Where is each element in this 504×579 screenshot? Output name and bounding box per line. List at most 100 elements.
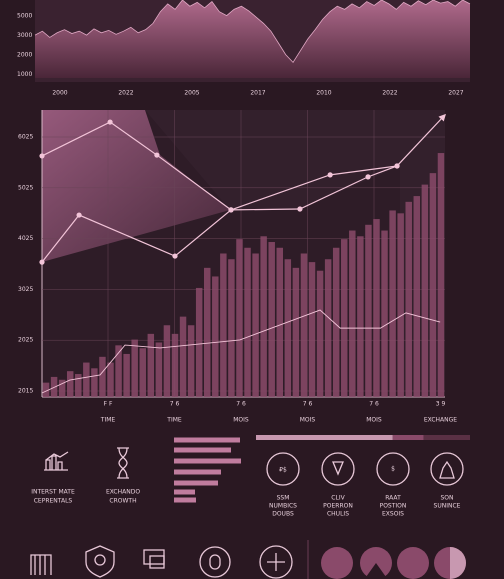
x-label: 2022 [382,90,397,97]
bar [220,253,227,397]
line [41,165,398,263]
feature-label: INTERST MATE [31,489,75,496]
bar [228,259,235,397]
y-label: 2025 [18,337,33,344]
x-label: 7 6 [236,401,246,408]
progress-segment [423,435,470,440]
x-label: 2010 [316,90,331,97]
y-label: 3000 [17,32,32,39]
point [76,212,82,218]
x-title: MOIS [366,417,382,424]
bar [115,345,122,397]
bar [131,339,138,397]
feature-label: CEPRENTALS [34,498,73,505]
feature-label: CROWTH [109,498,136,505]
y-label: 5000 [17,13,32,20]
bar [163,325,171,397]
bar [107,362,114,397]
y-label: 2015 [18,388,33,395]
bar [171,333,179,397]
x-label: 2027 [448,90,463,97]
circle-label: POSTION [380,503,407,510]
bar [292,267,300,397]
bar [75,374,82,397]
bar [341,239,348,397]
bar [429,173,437,397]
point [39,153,45,159]
h-bar [174,458,241,464]
h-bar [174,497,196,503]
circle-label: EXSOIS [382,511,404,518]
bar [66,371,74,397]
circle-label: CHULIS [327,511,349,518]
point [327,172,333,178]
icons [30,447,464,579]
circle-label: SSM [277,495,290,502]
point [394,163,400,169]
h-bar [174,469,221,475]
icon-symbol: $ [391,466,395,473]
point [297,206,303,212]
bar [155,342,163,397]
bar [268,242,275,397]
highlight-area [42,110,230,262]
bar [308,262,316,397]
bar [83,362,90,397]
feature-label: EXCHANDO [106,489,140,496]
bar [300,253,308,397]
bar [332,247,340,397]
line [41,309,441,394]
point [172,253,178,259]
bar [99,356,106,397]
bar [397,213,404,397]
bar [179,316,187,397]
x-title: EXCHANGE [424,417,457,424]
bar [195,287,203,397]
bar [413,196,421,397]
x-label: 2017 [250,90,265,97]
bar [147,333,155,397]
bar [389,210,396,397]
bar [236,239,243,397]
icon-symbol: ₽$ [279,467,287,474]
circle-label: SUNINCE [434,503,461,510]
x-label: F F [104,401,113,408]
bar [421,184,429,397]
bar [244,247,251,397]
circle-label: NUMBICS [269,503,297,510]
point [228,207,234,213]
bar [212,276,219,397]
x-label: 7 6 [303,401,313,408]
circle-label: POERRON [323,503,353,510]
circle-label: DOUBS [272,511,294,518]
line [41,113,446,211]
bar [357,236,364,397]
x-label: 2005 [184,90,199,97]
bar [349,230,356,397]
bar [381,230,388,397]
area-fill [35,0,470,78]
bar [91,368,98,397]
pies [321,547,466,579]
bar [284,259,292,397]
bar [260,236,267,397]
x-title: TIME [100,417,116,424]
bar [252,253,259,397]
bar [204,267,211,397]
y-label: 5025 [18,184,33,191]
y-label: 6025 [18,134,33,141]
bar [139,348,146,397]
x-label: 2022 [118,90,133,97]
bar [58,379,66,397]
bar [365,224,372,397]
bar [42,382,50,397]
circle-label: SON [440,495,453,502]
x-label: 3 9 [436,401,446,408]
x-title: TIME [166,417,182,424]
progress-segment [256,435,393,440]
x-title: MOIS [233,417,249,424]
bar [324,259,332,397]
y-label: 1000 [17,71,32,78]
bar [373,219,380,397]
